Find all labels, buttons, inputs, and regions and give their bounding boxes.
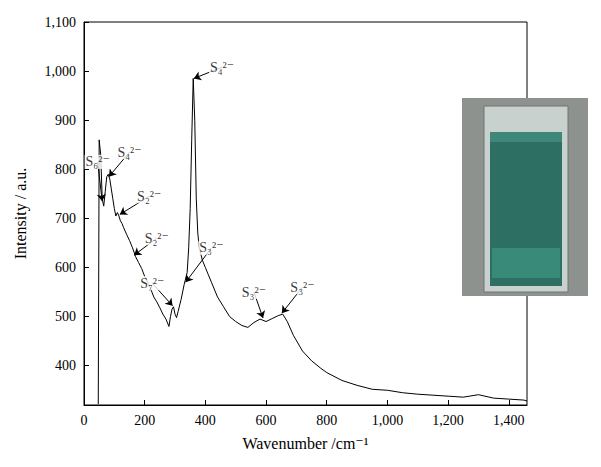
svg-text:S₃²⁻: S₃²⁻: [242, 285, 266, 300]
svg-text:S₃²⁻: S₃²⁻: [290, 280, 314, 295]
svg-text:200: 200: [134, 413, 155, 428]
svg-text:800: 800: [55, 162, 76, 177]
svg-text:Intensity / a.u.: Intensity / a.u.: [12, 168, 30, 260]
svg-text:S₆²⁻: S₆²⁻: [86, 154, 110, 169]
svg-text:S₂²⁻: S₂²⁻: [145, 231, 169, 246]
svg-text:800: 800: [316, 413, 337, 428]
svg-text:500: 500: [55, 309, 76, 324]
svg-text:0: 0: [81, 413, 88, 428]
svg-text:1,100: 1,100: [45, 15, 77, 30]
svg-text:700: 700: [55, 211, 76, 226]
svg-text:Wavenumber /cm⁻¹: Wavenumber /cm⁻¹: [242, 435, 368, 452]
svg-text:400: 400: [55, 358, 76, 373]
svg-text:400: 400: [195, 413, 216, 428]
svg-text:1,400: 1,400: [493, 413, 525, 428]
svg-text:600: 600: [256, 413, 277, 428]
svg-text:1,000: 1,000: [45, 64, 77, 79]
svg-text:1,200: 1,200: [432, 413, 464, 428]
svg-text:S₄²⁻: S₄²⁻: [210, 60, 234, 75]
svg-text:S₇²⁻: S₇²⁻: [140, 276, 164, 291]
svg-text:600: 600: [55, 260, 76, 275]
svg-text:S₂²⁻: S₂²⁻: [137, 189, 161, 204]
svg-text:S₃²⁻: S₃²⁻: [199, 240, 223, 255]
svg-text:900: 900: [55, 113, 76, 128]
svg-text:1,000: 1,000: [372, 413, 404, 428]
svg-text:S₄²⁻: S₄²⁻: [117, 145, 141, 160]
